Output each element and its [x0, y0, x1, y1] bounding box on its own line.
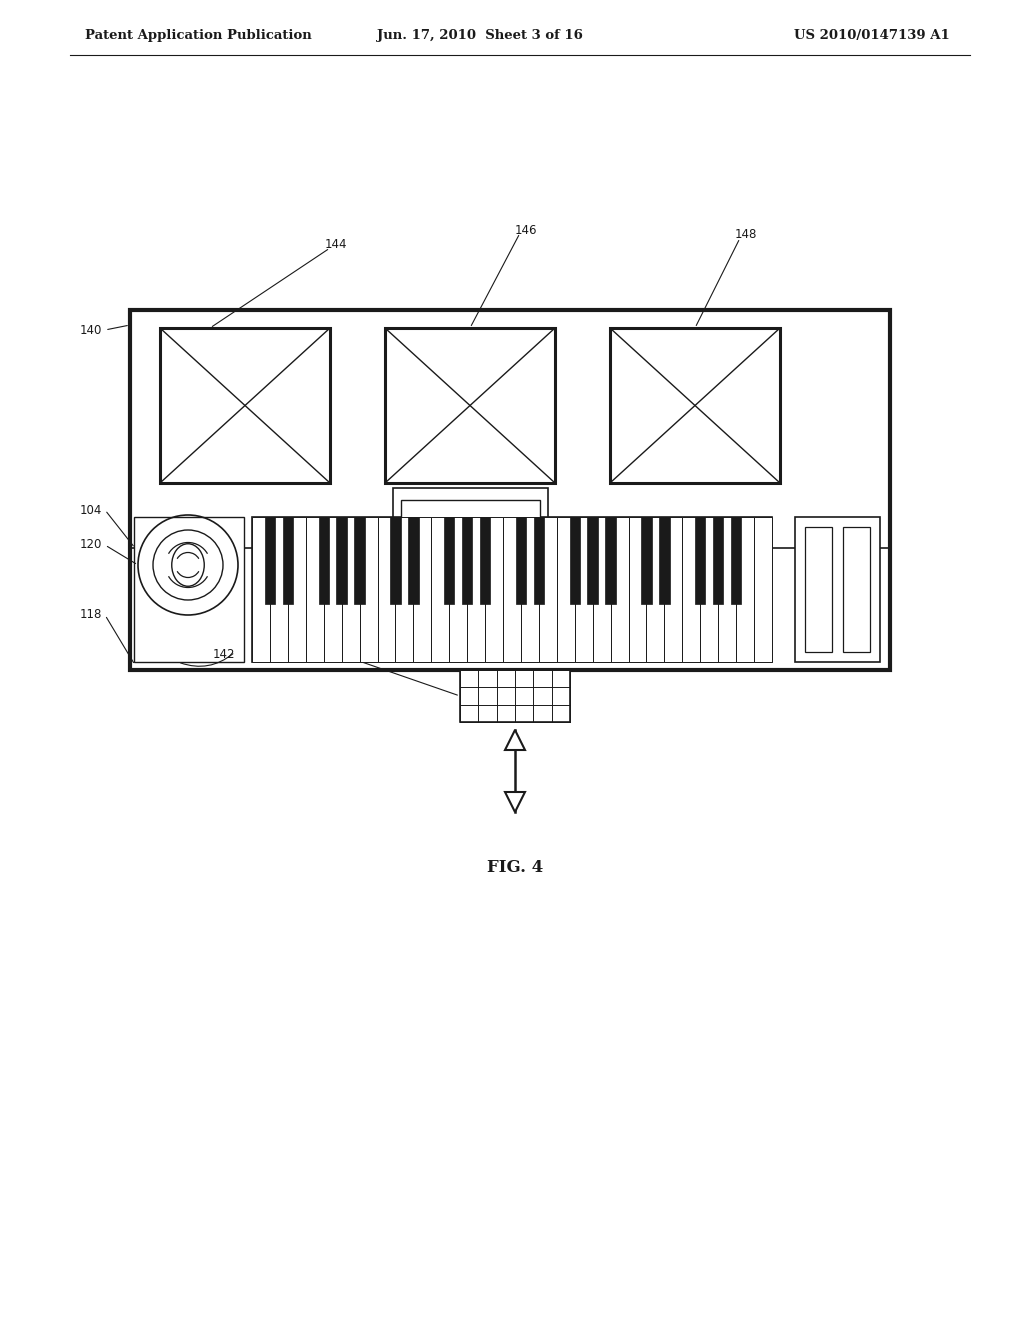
Bar: [795, 517, 880, 663]
Bar: [385, 327, 555, 483]
Bar: [516, 517, 526, 605]
Bar: [629, 517, 646, 663]
Polygon shape: [505, 792, 525, 812]
Bar: [593, 517, 610, 663]
Bar: [422, 521, 443, 535]
Text: 148: 148: [735, 228, 758, 242]
Bar: [444, 517, 455, 605]
Bar: [485, 517, 503, 663]
Bar: [414, 517, 431, 663]
Bar: [395, 517, 414, 663]
Bar: [283, 517, 293, 605]
Text: 146: 146: [515, 223, 538, 236]
Bar: [400, 500, 540, 517]
Bar: [265, 517, 275, 605]
Bar: [534, 517, 544, 605]
Bar: [713, 517, 723, 605]
Bar: [718, 517, 736, 663]
Bar: [539, 517, 557, 663]
Bar: [805, 527, 833, 652]
Text: 120: 120: [80, 539, 102, 552]
Bar: [288, 517, 306, 663]
Text: 142: 142: [213, 648, 234, 661]
Bar: [467, 517, 485, 663]
Bar: [431, 517, 450, 663]
Polygon shape: [505, 730, 525, 750]
Bar: [646, 517, 665, 663]
Bar: [134, 517, 244, 663]
Bar: [252, 517, 270, 663]
Bar: [503, 517, 521, 663]
Bar: [337, 517, 347, 605]
Bar: [378, 517, 395, 663]
Bar: [306, 517, 324, 663]
Text: 144: 144: [325, 239, 347, 252]
Bar: [354, 517, 365, 605]
Bar: [605, 517, 615, 605]
Bar: [130, 310, 890, 671]
Text: Patent Application Publication: Patent Application Publication: [85, 29, 311, 41]
Bar: [160, 327, 330, 483]
Bar: [446, 521, 469, 535]
Bar: [557, 517, 574, 663]
Text: 104: 104: [80, 503, 102, 516]
Text: 118: 118: [80, 609, 102, 622]
Bar: [659, 517, 670, 605]
Bar: [574, 517, 593, 663]
Bar: [521, 517, 539, 663]
Bar: [359, 517, 378, 663]
Text: 121: 121: [335, 648, 357, 661]
Bar: [324, 517, 342, 663]
Bar: [700, 517, 718, 663]
Bar: [392, 488, 548, 540]
Bar: [252, 517, 772, 663]
Bar: [460, 671, 570, 722]
Bar: [843, 527, 870, 652]
Bar: [450, 517, 467, 663]
Bar: [641, 517, 651, 605]
Bar: [588, 517, 598, 605]
Bar: [736, 517, 754, 663]
Text: Jun. 17, 2010  Sheet 3 of 16: Jun. 17, 2010 Sheet 3 of 16: [377, 29, 583, 41]
Bar: [318, 517, 329, 605]
Bar: [731, 517, 741, 605]
Bar: [342, 517, 359, 663]
Bar: [497, 521, 518, 535]
Bar: [610, 327, 780, 483]
Bar: [409, 517, 419, 605]
Bar: [695, 517, 706, 605]
Text: US 2010/0147139 A1: US 2010/0147139 A1: [795, 29, 950, 41]
Bar: [569, 517, 580, 605]
Bar: [480, 517, 490, 605]
Bar: [682, 517, 700, 663]
Bar: [390, 517, 400, 605]
Bar: [270, 517, 288, 663]
Bar: [754, 517, 772, 663]
Text: FIG. 4: FIG. 4: [486, 858, 543, 875]
Bar: [471, 521, 494, 535]
Bar: [462, 517, 472, 605]
Bar: [610, 517, 629, 663]
Text: 140: 140: [80, 323, 102, 337]
Bar: [665, 517, 682, 663]
